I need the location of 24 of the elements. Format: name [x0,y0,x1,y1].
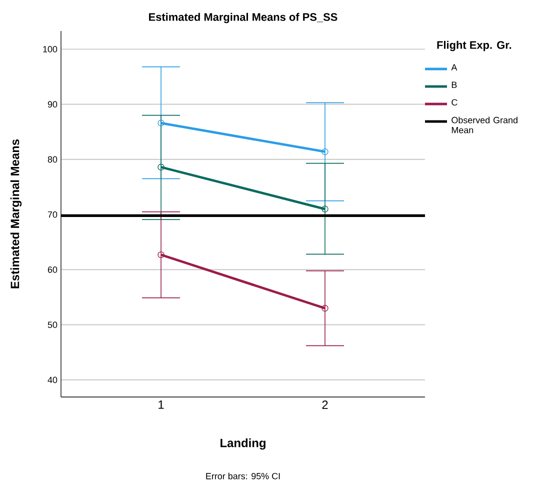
y-tick-label: 70 [48,211,58,218]
y-tick-label: 90 [48,101,58,108]
y-tick-label: 60 [48,266,58,273]
y-axis-title: Estimated Marginal Means [10,139,22,288]
x-axis-title: Landing [220,438,266,450]
legend-label: Observed Grand Mean [452,116,518,134]
point [158,120,164,126]
point [158,251,164,258]
y-tick-label: 80 [48,156,58,163]
legend-title: Flight Exp. Gr. [437,40,512,52]
y-tick-label: 100 [43,46,58,52]
x-tick-label: 1 [158,400,164,409]
legend-label: A [451,64,458,70]
legend-label: B [452,82,457,88]
x-tick-label: 2 [322,400,328,409]
text: Error bars: 95% CI [206,472,280,480]
y-tick-label: 50 [48,322,58,328]
point [322,148,328,156]
point [322,304,328,312]
chart-title: Estimated Marginal Means of PS_SS [149,12,338,24]
point [158,164,164,170]
point [322,206,328,212]
y-tick-label: 40 [48,376,58,384]
legend-label: C [452,99,458,106]
